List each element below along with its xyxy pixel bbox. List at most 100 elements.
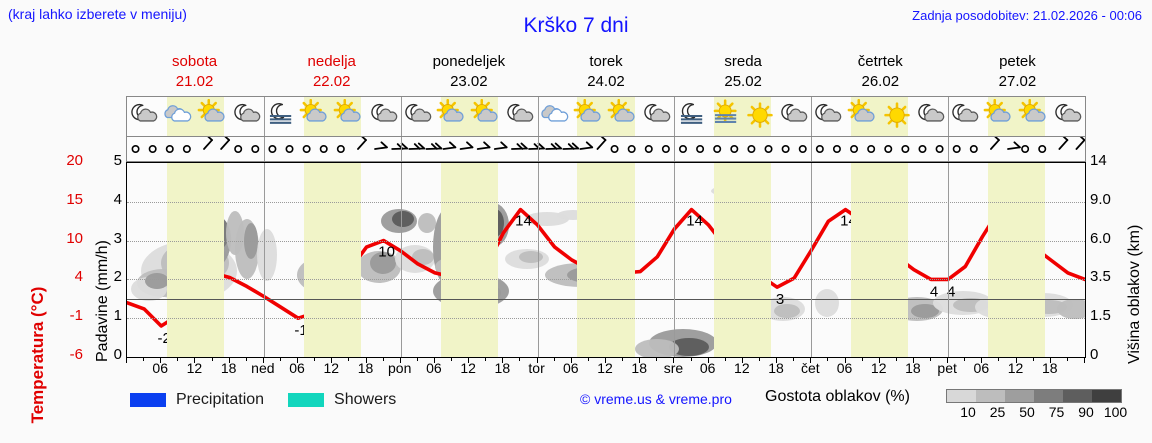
daylight-band-3 (577, 163, 635, 357)
x-tick-56 (1084, 358, 1085, 363)
day-name: nedelja (307, 53, 356, 70)
x-tick-2 (160, 358, 162, 363)
cloud-height-tick-4: 1.5 (1090, 307, 1111, 325)
x-label-0: 06 (152, 360, 168, 376)
day-separator-4 (674, 97, 811, 136)
cloud-density-tick-5: 100 (1103, 404, 1128, 420)
wind-day-separator-2 (400, 137, 539, 161)
daylight-band-1 (303, 163, 361, 357)
precipitation-swatch (130, 393, 166, 407)
x-tick-5 (211, 358, 213, 361)
day-date: 23.02 (450, 73, 488, 90)
cloud-height-tick-1: 9.0 (1090, 190, 1111, 208)
x-label-9: 12 (460, 360, 476, 376)
day-separator-5 (811, 97, 948, 136)
precipitation-axis-ticks: 5 4 3 2 1 0 (100, 152, 122, 363)
x-tick-17 (416, 358, 418, 361)
x-tick-33 (690, 358, 692, 361)
x-label-5: 12 (323, 360, 340, 376)
daylight-band-0 (166, 163, 224, 357)
x-tick-13 (348, 358, 350, 361)
cloud-density-step-1 (976, 390, 1005, 402)
cloud-height-tick-5: 0 (1090, 346, 1099, 363)
day-separator-6 (948, 97, 1085, 136)
sun-icon (743, 99, 777, 133)
x-axis-ticks (126, 358, 1086, 364)
cloud-density-step-3 (1034, 390, 1063, 402)
cloud-height-tick-2: 6.0 (1090, 229, 1111, 247)
cloud-density-tick-1: 25 (989, 404, 1006, 420)
temperature-label-12: 4 (947, 283, 955, 300)
x-tick-47 (930, 358, 932, 361)
cloud-height-tick-0: 14 (1090, 152, 1107, 169)
moon-cloud-icon (914, 99, 948, 133)
moon-cloud-icon (503, 99, 537, 133)
cloud-height-tick-3: 3.5 (1090, 268, 1111, 286)
day-header-0: sobota 21.02 (126, 52, 263, 94)
sun-fog-icon (709, 99, 743, 133)
x-tick-6 (228, 358, 230, 363)
day-header-4: sreda 25.02 (675, 52, 812, 94)
temperature-label-3: 10 (378, 244, 395, 261)
cloud-density-scale (946, 389, 1122, 403)
temperature-label-10: 4 (930, 283, 938, 300)
zero-line (127, 299, 1085, 301)
x-tick-52 (1015, 358, 1017, 363)
x-tick-23 (519, 358, 521, 361)
x-tick-28 (605, 358, 606, 363)
x-label-19: čet (800, 360, 820, 376)
x-label-23: pet (937, 360, 957, 376)
x-tick-54 (1049, 358, 1051, 363)
day-date: 21.02 (175, 73, 214, 90)
x-tick-51 (998, 358, 1000, 361)
day-name: sreda (724, 53, 762, 70)
cloud-density-tick-0: 10 (960, 404, 976, 420)
cloud-density-tick-3: 75 (1048, 404, 1065, 420)
day-date: 25.02 (724, 73, 762, 90)
day-header-row: sobota 21.02 nedelja 22.02 ponedeljek 23.02 to… (126, 52, 1086, 94)
precipitation-tick-3: 2 (113, 268, 122, 286)
day-name: petek (999, 53, 1036, 70)
sun-cloud-icon (572, 98, 606, 133)
x-tick-35 (724, 358, 726, 361)
cloud-density-step-0 (947, 390, 976, 402)
midnight-line-3 (537, 163, 539, 357)
cloud-height-axis-ticks: 14 9.0 6.0 3.5 1.5 0 (1090, 152, 1136, 363)
x-tick-11 (314, 358, 316, 361)
x-label-16: 06 (699, 360, 716, 376)
meteogram-plot: -25-1104145143144144156 (126, 162, 1086, 358)
x-label-7: pon (388, 360, 412, 376)
x-tick-37 (758, 358, 760, 361)
sun-icon (880, 99, 914, 133)
x-tick-44 (878, 358, 880, 363)
wind-day-separator-4 (674, 137, 812, 161)
x-tick-15 (382, 358, 384, 361)
page-title: Krško 7 dni (523, 14, 629, 37)
x-tick-46 (912, 358, 914, 363)
x-label-24: 06 (973, 360, 990, 376)
x-tick-8 (262, 358, 264, 363)
x-tick-21 (485, 358, 487, 361)
x-tick-0 (126, 358, 127, 363)
cloudy-icon (161, 99, 195, 133)
x-tick-27 (587, 358, 589, 361)
x-tick-14 (365, 358, 367, 363)
precipitation-tick-0: 5 (113, 152, 122, 169)
sun-cloud-icon (196, 98, 230, 133)
daylight-band-4 (714, 163, 772, 357)
x-label-8: 06 (426, 360, 442, 376)
x-label-18: 18 (768, 360, 784, 376)
moon-cloud-icon (777, 99, 811, 133)
day-header-6: petek 27.02 (949, 52, 1086, 94)
cloud-density-tick-4: 90 (1078, 404, 1094, 420)
moon-cloud-icon (401, 99, 435, 133)
midnight-line-4 (674, 163, 676, 357)
x-label-14: 18 (631, 360, 647, 376)
x-tick-45 (895, 358, 897, 361)
temperature-label-7: 14 (686, 213, 703, 230)
day-header-1: nedelja 22.02 (263, 52, 400, 94)
x-tick-42 (844, 358, 846, 363)
day-separator-3 (537, 97, 675, 136)
x-label-13: 12 (597, 360, 613, 376)
x-tick-1 (143, 358, 145, 361)
